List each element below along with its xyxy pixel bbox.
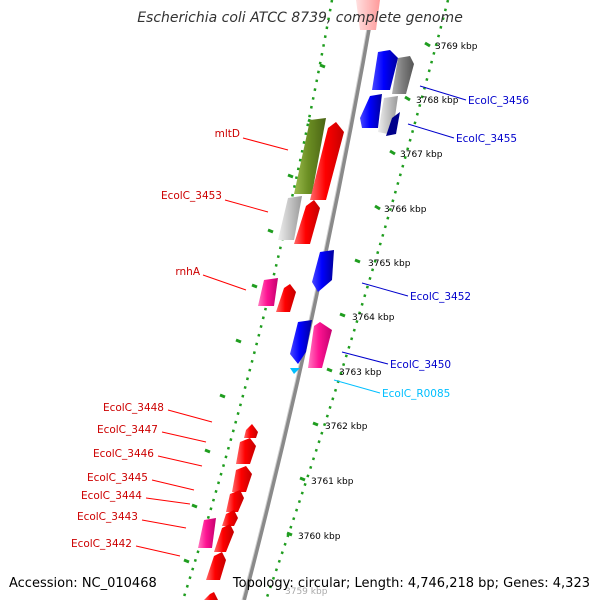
gene-label-ecolc-3443: EcolC_3443 xyxy=(77,511,138,523)
genome-summary-text: Topology: circular; Length: 4,746,218 bp… xyxy=(232,576,590,591)
gene-label-ecolc-3445: EcolC_3445 xyxy=(87,472,148,484)
tick-label-3762: 3762 kbp xyxy=(325,422,368,432)
gene-ecolc-3450-magenta xyxy=(308,322,332,368)
gene-label-ecolc-3452: EcolC_3452 xyxy=(410,291,471,303)
gene-bottom-red xyxy=(204,592,218,600)
gene-ecolc-3455-darkblue xyxy=(386,112,400,136)
genome-backbone xyxy=(242,0,376,600)
gene-ecolc-3443-magenta xyxy=(198,518,216,548)
gene-ecolc-3453-lightgray xyxy=(278,196,302,240)
gene-ecolc-3444-red xyxy=(222,510,238,526)
map-title: Escherichia coli ATCC 8739, complete gen… xyxy=(137,10,463,26)
gene-label-ecolc-3453: EcolC_3453 xyxy=(161,190,222,202)
gene-ecolc-3442-red xyxy=(206,552,226,580)
gene-label-ecolc-3446: EcolC_3446 xyxy=(93,448,154,460)
gene-label-ecolc-3448: EcolC_3448 xyxy=(103,402,164,414)
tick-label-3766: 3766 kbp xyxy=(384,205,427,215)
tick-label-3764: 3764 kbp xyxy=(352,313,395,323)
gene-ecolc-3443-red xyxy=(214,524,234,552)
tick-label-3760: 3760 kbp xyxy=(298,532,341,542)
right-leader-lines xyxy=(333,85,467,394)
gene-mltd-red xyxy=(310,122,344,200)
accession-text: Accession: NC_010468 xyxy=(9,576,157,591)
gene-ecolc-3447-red xyxy=(236,438,256,464)
gene-mltd-olive xyxy=(294,118,326,194)
gene-rnha-red xyxy=(276,284,296,312)
gene-label-ecolc-3456: EcolC_3456 xyxy=(468,95,529,107)
gene-label-ecolc-3447: EcolC_3447 xyxy=(97,424,158,436)
gene-ecolc-3455-blue xyxy=(360,94,382,128)
gene-top-pink xyxy=(356,0,380,30)
left-leader-lines xyxy=(135,137,289,557)
tick-label-3768: 3768 kbp xyxy=(416,96,459,106)
gene-label-ecolc-r0085: EcolC_R0085 xyxy=(382,388,450,400)
gene-rnha-magenta xyxy=(258,278,278,306)
gene-label-ecolc-3442: EcolC_3442 xyxy=(71,538,132,550)
gene-ecolc-3446-red xyxy=(232,466,252,492)
gene-label-ecolc-3450: EcolC_3450 xyxy=(390,359,451,371)
tick-label-3761: 3761 kbp xyxy=(311,477,354,487)
gene-label-rnha: rnhA xyxy=(175,266,200,278)
gene-gray-upper xyxy=(392,56,414,94)
tick-label-3763: 3763 kbp xyxy=(339,368,382,378)
gene-ecolc-3453-red xyxy=(294,200,320,244)
genome-backbone-highlight xyxy=(241,0,373,600)
tick-label-3765: 3765 kbp xyxy=(368,259,411,269)
gene-ecolc-3448-red xyxy=(244,424,258,438)
gene-label-mltd: mltD xyxy=(215,128,240,140)
gene-ecolc-3445-red xyxy=(226,490,244,512)
tick-label-3767: 3767 kbp xyxy=(400,150,443,160)
gene-ecolc-r0085-cyan xyxy=(290,368,300,374)
gene-ecolc-3452-blue xyxy=(312,250,334,292)
map-band xyxy=(226,0,392,600)
gene-ecolc-3450-blue xyxy=(290,320,312,364)
gene-label-ecolc-3455: EcolC_3455 xyxy=(456,133,517,145)
gene-ecolc-3456-blue xyxy=(372,50,398,90)
tick-label-3769: 3769 kbp xyxy=(435,42,478,52)
tick-label-3759: 3759 kbp xyxy=(285,587,328,597)
gene-label-ecolc-3444: EcolC_3444 xyxy=(81,490,142,502)
